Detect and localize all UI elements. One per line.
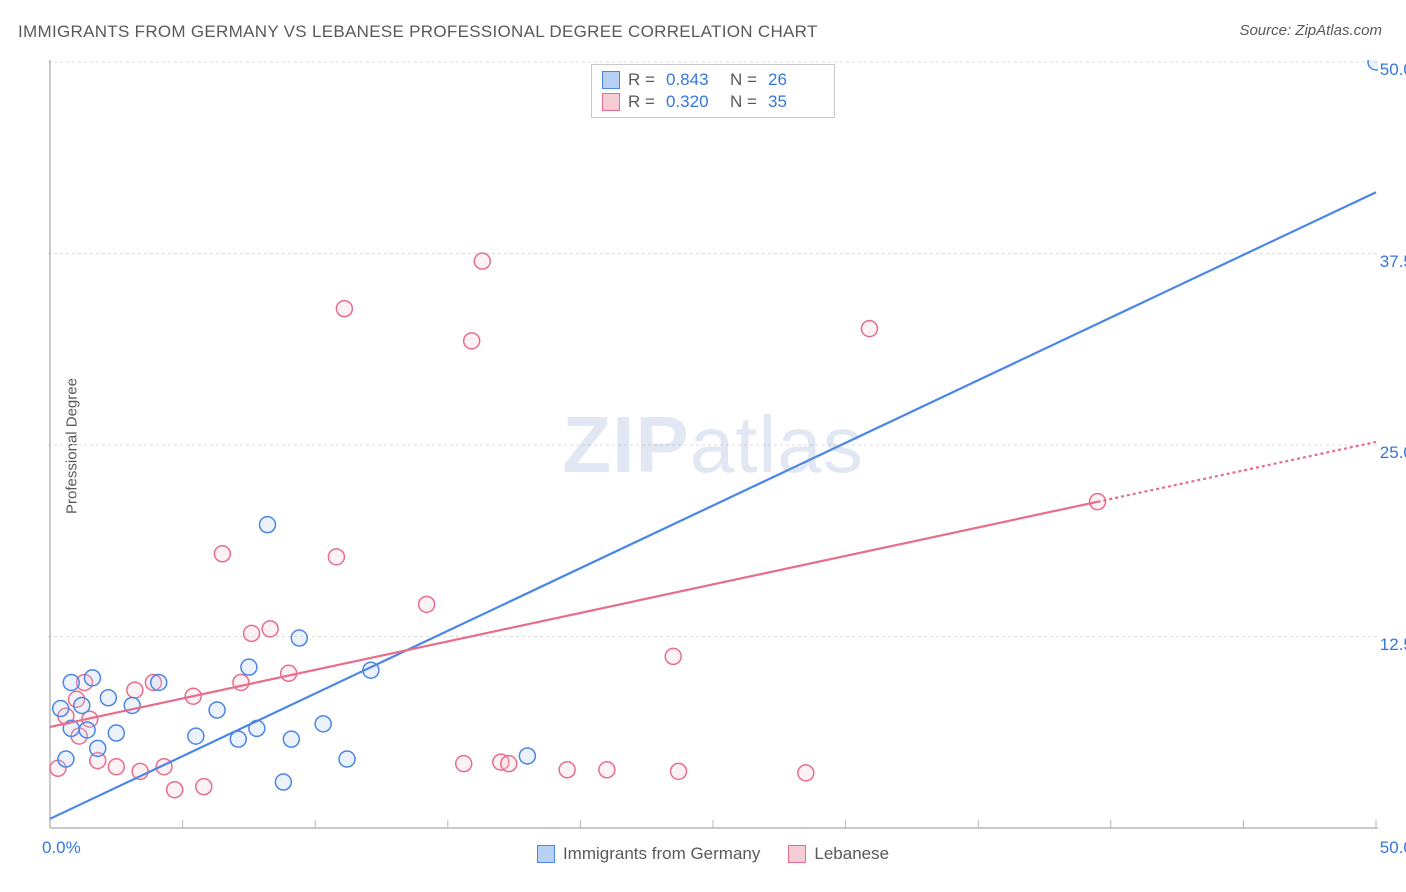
legend-row: R = 0.320 N = 35: [602, 91, 824, 113]
legend-swatch: [602, 93, 620, 111]
legend-swatch: [537, 845, 555, 863]
legend-r-label: R =: [628, 92, 658, 112]
plot-svg: [48, 60, 1378, 830]
legend-r-label: R =: [628, 70, 658, 90]
legend-n-label: N =: [730, 92, 760, 112]
legend-row: R = 0.843 N = 26: [602, 69, 824, 91]
y-tick-label: 37.5%: [1380, 252, 1406, 272]
y-tick-label: 50.0%: [1380, 60, 1406, 80]
x-max-label: 50.0%: [1380, 838, 1406, 858]
y-tick-label: 25.0%: [1380, 443, 1406, 463]
legend-swatch: [602, 71, 620, 89]
y-tick-label: 12.5%: [1380, 635, 1406, 655]
legend-series-item: Immigrants from Germany: [537, 844, 760, 864]
legend-series: Immigrants from Germany Lebanese: [48, 844, 1378, 864]
legend-r-value: 0.320: [666, 92, 722, 112]
legend-correlation: R = 0.843 N = 26 R = 0.320 N = 35: [591, 64, 835, 118]
source-attribution: Source: ZipAtlas.com: [1239, 22, 1382, 39]
scatter-plot: ZIPatlas R = 0.843 N = 26 R = 0.320 N = …: [48, 60, 1378, 830]
legend-series-label: Lebanese: [814, 844, 889, 864]
legend-n-value: 35: [768, 92, 824, 112]
chart-title: IMMIGRANTS FROM GERMANY VS LEBANESE PROF…: [18, 22, 818, 42]
x-min-label: 0.0%: [42, 838, 81, 858]
legend-r-value: 0.843: [666, 70, 722, 90]
legend-series-item: Lebanese: [788, 844, 889, 864]
legend-swatch: [788, 845, 806, 863]
legend-n-value: 26: [768, 70, 824, 90]
legend-series-label: Immigrants from Germany: [563, 844, 760, 864]
legend-n-label: N =: [730, 70, 760, 90]
